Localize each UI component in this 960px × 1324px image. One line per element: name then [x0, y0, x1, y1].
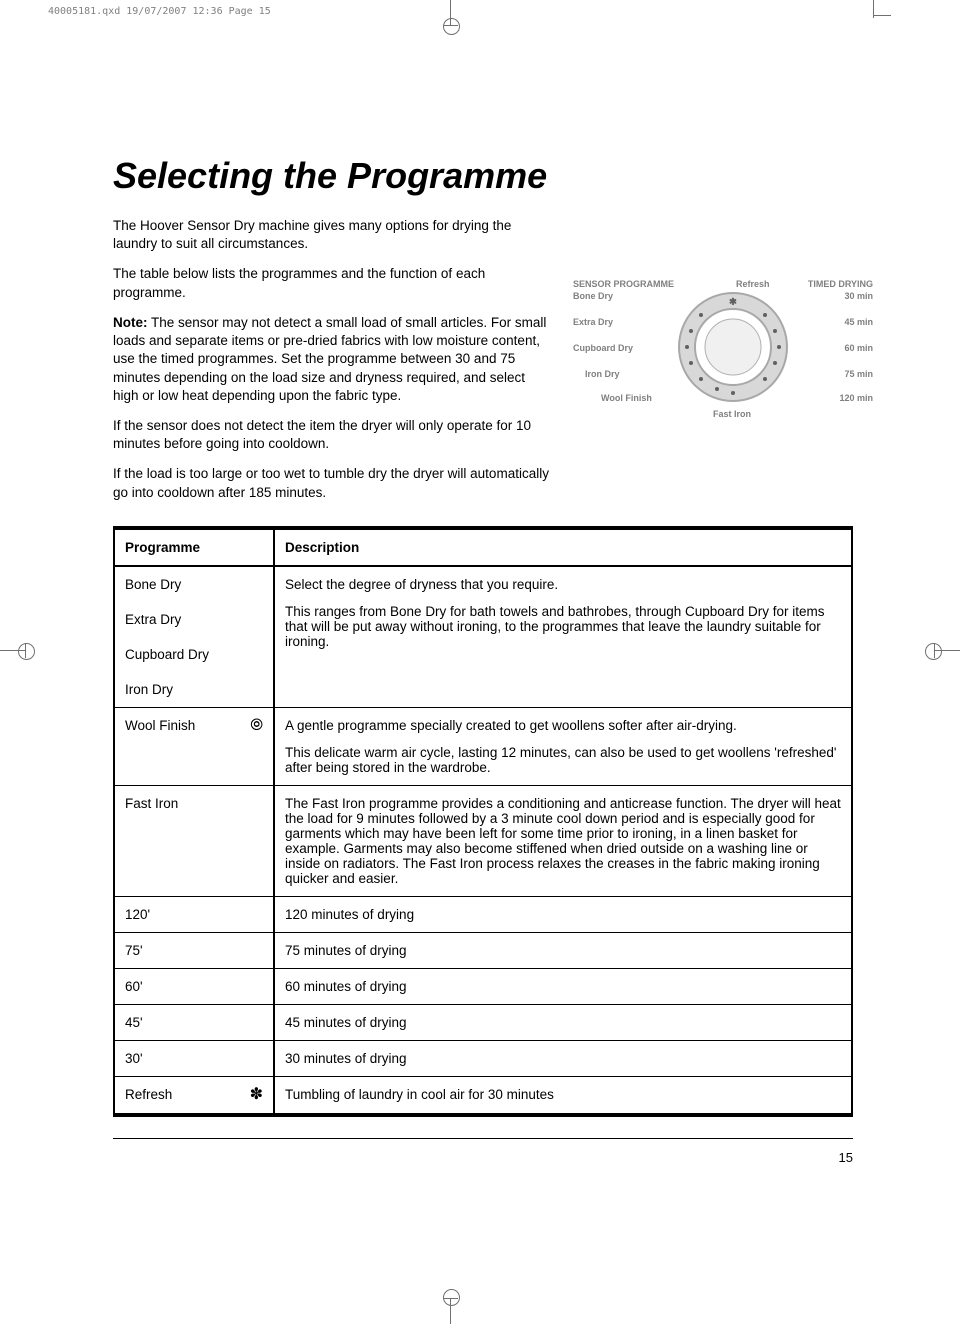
- table-row: 45': [114, 1004, 274, 1040]
- table-row: Fast Iron: [114, 785, 274, 896]
- crop-mark: [443, 25, 458, 26]
- intro-p4: If the sensor does not detect the item t…: [113, 417, 553, 453]
- footer-rule: [113, 1138, 853, 1139]
- page-content: Selecting the Programme The Hoover Senso…: [113, 155, 853, 1117]
- dial-label-120min: 120 min: [839, 393, 873, 403]
- table-desc: Select the degree of dryness that you re…: [274, 566, 852, 708]
- wool-icon: ⦾: [250, 718, 263, 734]
- desc-text: Select the degree of dryness that you re…: [285, 577, 841, 592]
- page-title: Selecting the Programme: [113, 155, 853, 197]
- desc-text: This delicate warm air cycle, lasting 12…: [285, 745, 841, 775]
- table-desc: The Fast Iron programme provides a condi…: [274, 785, 852, 896]
- dial-label-fast-iron: Fast Iron: [713, 409, 751, 419]
- crop-mark: [0, 650, 25, 651]
- table-row: Bone Dry: [114, 566, 274, 602]
- intro-p2: The table below lists the programmes and…: [113, 265, 553, 301]
- table-row: 120': [114, 896, 274, 932]
- dial-header-timed: TIMED DRYING: [808, 279, 873, 289]
- table-desc: 120 minutes of drying: [274, 896, 852, 932]
- programme-table: Programme Description Bone Dry Select th…: [113, 526, 853, 1117]
- dial-label-iron-dry: Iron Dry: [585, 369, 620, 379]
- page-number: 15: [839, 1150, 853, 1165]
- desc-text: This ranges from Bone Dry for bath towel…: [285, 604, 841, 649]
- crop-mark: [935, 650, 960, 651]
- table-row: Refresh ✽: [114, 1076, 274, 1115]
- table-row: Iron Dry: [114, 672, 274, 708]
- table-header-programme: Programme: [114, 528, 274, 566]
- table-row: Wool Finish ⦾: [114, 707, 274, 785]
- table-row: Extra Dry: [114, 602, 274, 637]
- dial-label-extra-dry: Extra Dry: [573, 317, 613, 327]
- crop-mark: [934, 643, 935, 658]
- dial-label-45min: 45 min: [844, 317, 873, 327]
- crop-mark: [450, 0, 451, 25]
- intro-p3: The sensor may not detect a small load o…: [113, 315, 546, 403]
- svg-text:✽: ✽: [729, 297, 737, 308]
- dial-label-cupboard-dry: Cupboard Dry: [573, 343, 633, 353]
- dial-label-bone-dry: Bone Dry: [573, 291, 613, 301]
- table-row: 30': [114, 1040, 274, 1076]
- dial-label-60min: 60 min: [844, 343, 873, 353]
- prog-label-wool: Wool Finish: [125, 718, 195, 733]
- table-desc: 75 minutes of drying: [274, 932, 852, 968]
- dial-label-wool-finish: Wool Finish: [601, 393, 652, 403]
- intro-note: Note: The sensor may not detect a small …: [113, 314, 553, 405]
- crop-mark: [443, 1298, 458, 1299]
- table-desc: 30 minutes of drying: [274, 1040, 852, 1076]
- table-desc: A gentle programme specially created to …: [274, 707, 852, 785]
- dial-label-75min: 75 min: [844, 369, 873, 379]
- dial-label-30min: 30 min: [844, 291, 873, 301]
- desc-text: A gentle programme specially created to …: [285, 718, 841, 733]
- intro-p1: The Hoover Sensor Dry machine gives many…: [113, 217, 553, 253]
- table-header-description: Description: [274, 528, 852, 566]
- intro-p5: If the load is too large or too wet to t…: [113, 465, 553, 501]
- table-desc: Tumbling of laundry in cool air for 30 m…: [274, 1076, 852, 1115]
- crop-mark: [25, 643, 26, 658]
- print-header: 40005181.qxd 19/07/2007 12:36 Page 15: [48, 6, 271, 17]
- fan-icon: ✽: [250, 1087, 263, 1103]
- intro-text: The Hoover Sensor Dry machine gives many…: [113, 217, 553, 502]
- table-row: Cupboard Dry: [114, 637, 274, 672]
- table-row: 75': [114, 932, 274, 968]
- crop-mark: [450, 1299, 451, 1324]
- note-label: Note:: [113, 315, 148, 330]
- table-row: 60': [114, 968, 274, 1004]
- prog-label-refresh: Refresh: [125, 1087, 172, 1102]
- dial-icon: ✽: [673, 287, 793, 407]
- crop-mark: [858, 0, 888, 30]
- table-desc: 60 minutes of drying: [274, 968, 852, 1004]
- dial-header-sensor: SENSOR PROGRAMME: [573, 279, 674, 289]
- table-desc: 45 minutes of drying: [274, 1004, 852, 1040]
